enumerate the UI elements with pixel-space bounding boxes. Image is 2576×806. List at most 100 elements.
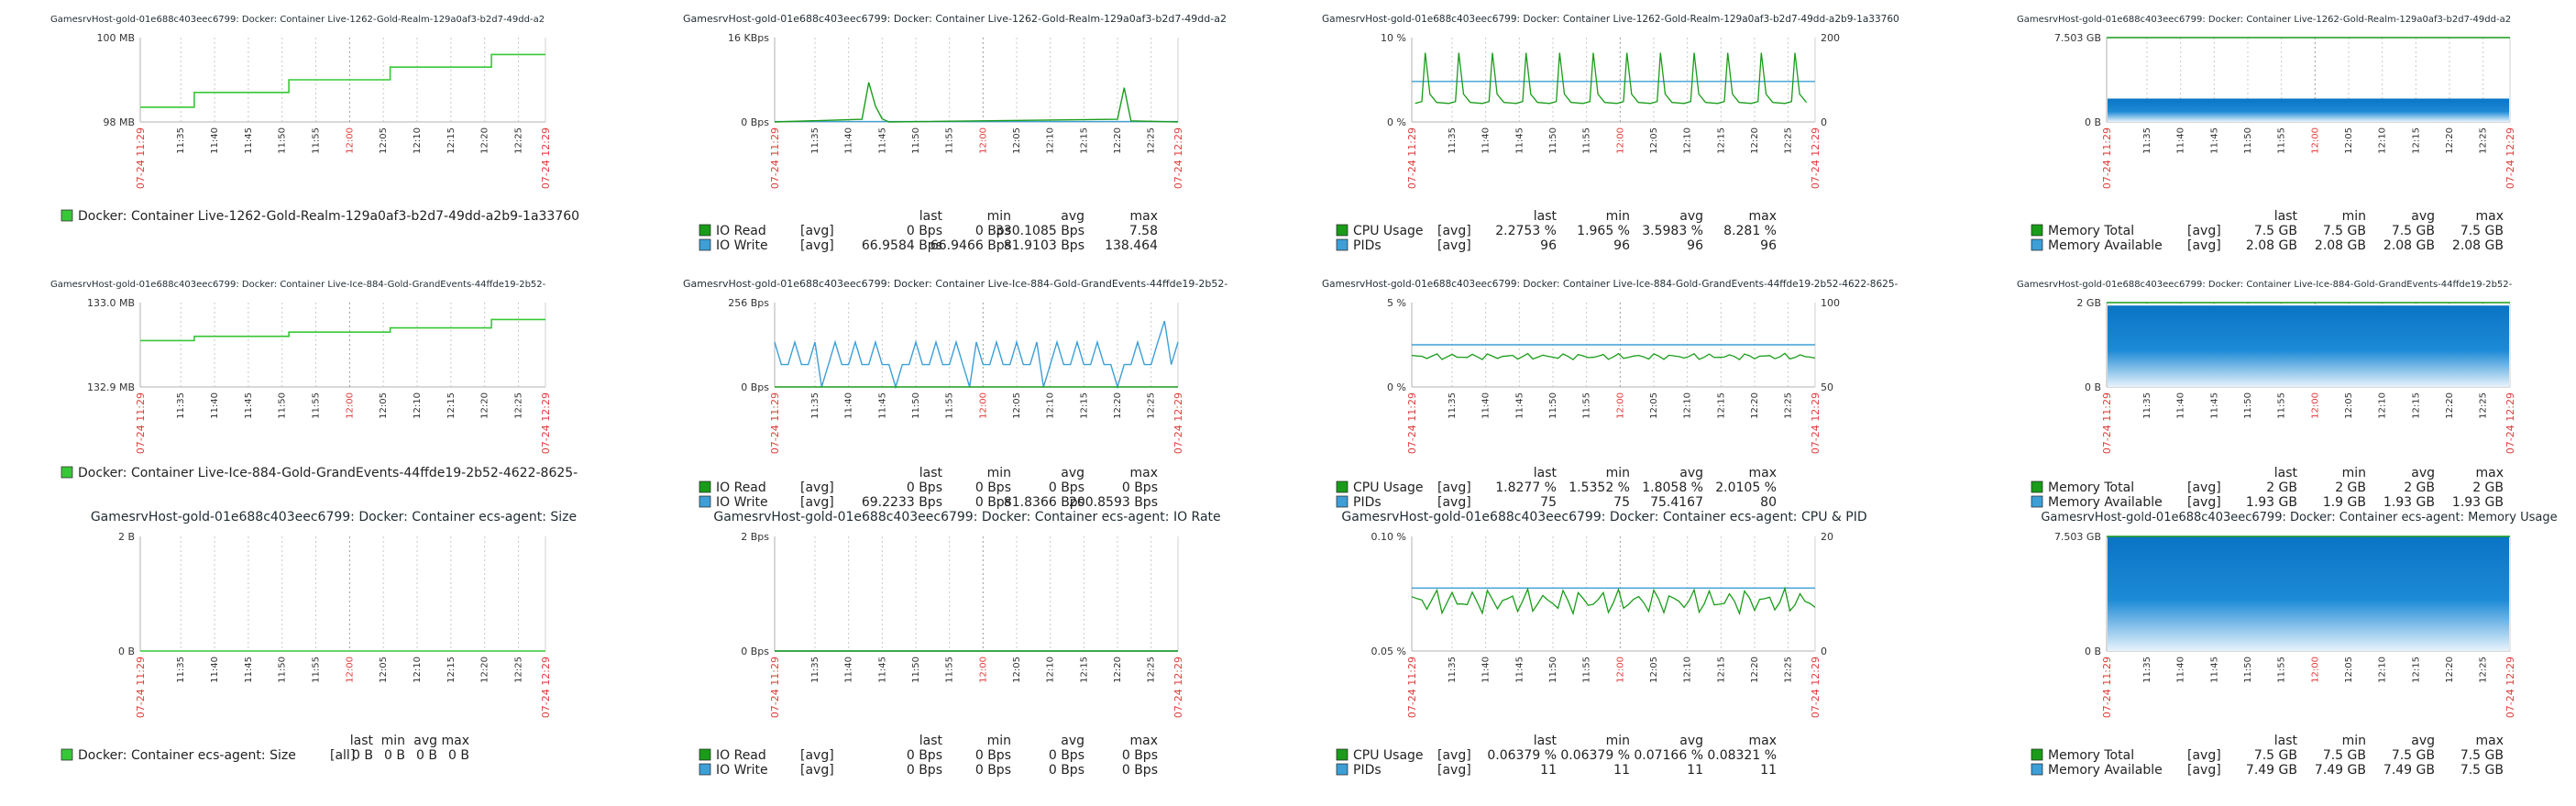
legend-value: 2.08 GB: [2315, 238, 2366, 253]
legend-func: [avg]: [2187, 224, 2221, 238]
x-tick-label: 12:00: [345, 127, 355, 154]
graph-panel[interactable]: GamesrvHost-gold-01e688c403eec6799: Dock…: [2031, 511, 2558, 778]
legend-func: [avg]: [800, 224, 834, 238]
x-tick-label: 12:05: [1012, 392, 1022, 419]
x-tick-label: 11:40: [210, 657, 220, 683]
legend-value: 7.49 GB: [2383, 763, 2435, 778]
x-tick-label: 12:05: [379, 657, 389, 683]
legend-series-name: IO Read: [716, 480, 766, 495]
graph-panel[interactable]: GamesrvHost-gold-01e688c403eec6799: Dock…: [50, 15, 579, 224]
legend-header: min: [2342, 466, 2366, 480]
graph-panel[interactable]: GamesrvHost-gold-01e688c403eec6799: Dock…: [1322, 279, 1899, 510]
x-tick-label: 11:55: [945, 657, 955, 683]
x-tick-label: 11:40: [2176, 127, 2186, 154]
x-tick-label: 11:55: [2277, 127, 2287, 154]
x-tick-label: 11:45: [2209, 657, 2219, 683]
legend-series-name: PIDs: [1353, 763, 1382, 778]
x-tick-label: 12:20: [480, 657, 490, 683]
graph-panel[interactable]: GamesrvHost-gold-01e688c403eec6799: Dock…: [2017, 280, 2516, 510]
x-tick-label: 12:10: [2378, 657, 2388, 683]
x-tick-label: 11:40: [1481, 392, 1492, 419]
graph-panel[interactable]: GamesrvHost-gold-01e688c403eec6799: Dock…: [683, 278, 1227, 510]
y-min-label: 0 B: [2085, 381, 2101, 393]
legend-header: min: [1606, 734, 1630, 748]
x-tick-label: 11:40: [1481, 127, 1492, 154]
legend-value: 200.8593 Bps: [1069, 495, 1158, 510]
x-tick-label: 11:50: [2243, 127, 2253, 154]
legend-header: max: [1748, 209, 1777, 224]
x-tick-label: 12:15: [2411, 127, 2421, 154]
legend-value: 66.9466 Bps: [930, 238, 1011, 253]
series-line-cpu: [1411, 352, 1816, 361]
x-tick-label: 12:05: [379, 127, 389, 154]
x-tick-label: 11:40: [2176, 392, 2186, 419]
legend-header: avg: [1679, 734, 1703, 748]
x-tick-label: 12:25: [514, 127, 524, 154]
legend-value: 96: [1613, 238, 1630, 253]
legend-value: 0 Bps: [907, 224, 942, 238]
x-tick-label: 12:10: [1683, 392, 1693, 419]
x-tick-label: 12:15: [1079, 392, 1089, 419]
legend-swatch: [1336, 763, 1349, 776]
legend-value: 0 Bps: [1049, 748, 1084, 763]
x-tick-label: 11:55: [312, 657, 322, 683]
legend-value: 0 Bps: [1122, 480, 1158, 495]
graph-panel[interactable]: GamesrvHost-gold-01e688c403eec6799: Dock…: [699, 510, 1221, 778]
x-tick-label: 11:45: [1514, 127, 1525, 154]
legend-value: 1.8277 %: [1495, 480, 1557, 495]
time-range-label: 07-24 11:29: [2101, 127, 2113, 189]
legend-header: max: [2475, 734, 2504, 748]
legend-swatch: [699, 763, 711, 776]
y2-max-label: 20: [1821, 531, 1833, 543]
y2-min-label: 50: [1821, 381, 1833, 393]
x-tick-label: 11:45: [877, 657, 887, 683]
x-tick-label: 11:35: [176, 657, 186, 683]
legend-value: 81.9103 Bps: [1004, 238, 1084, 253]
series-line-io-write: [774, 320, 1179, 390]
legend-value: 7.58: [1129, 224, 1158, 238]
legend-value: 11: [1540, 763, 1557, 778]
time-range-label: 07-24 12:29: [2504, 657, 2516, 718]
x-tick-label: 11:50: [1548, 127, 1558, 154]
x-tick-label: 11:35: [2142, 127, 2152, 154]
graph-title: GamesrvHost-gold-01e688c403eec6799: Dock…: [1322, 14, 1899, 25]
legend-header: max: [1129, 209, 1158, 224]
y-min-label: 0.05 %: [1371, 646, 1406, 657]
legend-header: avg: [2411, 734, 2435, 748]
legend-header: avg: [1061, 209, 1084, 224]
legend-header: max: [2475, 209, 2504, 224]
graph-panel[interactable]: GamesrvHost-gold-01e688c403eec6799: Dock…: [50, 280, 578, 480]
series-line-size: [140, 53, 545, 108]
x-tick-label: 11:35: [810, 657, 820, 683]
legend-swatch: [1336, 748, 1349, 761]
legend-header: max: [1129, 466, 1158, 480]
time-range-label: 07-24 12:29: [1172, 127, 1184, 189]
legend-value: 3.5983 %: [1642, 224, 1703, 238]
y-max-label: 10 %: [1381, 32, 1406, 44]
legend-value: 0 Bps: [975, 224, 1011, 238]
graph-title: GamesrvHost-gold-01e688c403eec6799: Dock…: [713, 510, 1220, 524]
x-tick-label: 11:45: [2209, 392, 2219, 419]
graph-panel[interactable]: GamesrvHost-gold-01e688c403eec6799: Dock…: [1336, 510, 1867, 778]
legend-swatch: [1336, 238, 1349, 251]
legend-swatch: [1336, 495, 1349, 508]
graph-panel[interactable]: GamesrvHost-gold-01e688c403eec6799: Dock…: [2017, 15, 2516, 253]
x-tick-label: 12:00: [1615, 657, 1625, 683]
time-range-label: 07-24 12:29: [2504, 127, 2516, 189]
time-range-label: 07-24 11:29: [769, 127, 781, 189]
graph-title: GamesrvHost-gold-01e688c403eec6799: Dock…: [1341, 510, 1866, 524]
x-tick-label: 12:10: [1046, 392, 1056, 419]
legend-header: last: [919, 734, 943, 748]
graph-panel[interactable]: GamesrvHost-gold-01e688c403eec6799: Dock…: [61, 510, 577, 763]
legend-value: 0.06379 %: [1487, 748, 1557, 763]
x-tick-label: 12:25: [2479, 127, 2489, 154]
time-range-label: 07-24 12:29: [540, 657, 552, 718]
graph-panel[interactable]: GamesrvHost-gold-01e688c403eec6799: Dock…: [1322, 14, 1899, 253]
legend-header: avg: [1061, 466, 1084, 480]
graph-panel[interactable]: GamesrvHost-gold-01e688c403eec6799: Dock…: [683, 13, 1227, 253]
legend-value: 2 GB: [2404, 480, 2435, 495]
x-tick-label: 11:50: [2243, 392, 2253, 419]
legend-value: 0 B: [384, 748, 405, 763]
x-tick-label: 12:00: [345, 657, 355, 683]
legend-series-name: Docker: Container ecs-agent: Size: [78, 748, 296, 763]
